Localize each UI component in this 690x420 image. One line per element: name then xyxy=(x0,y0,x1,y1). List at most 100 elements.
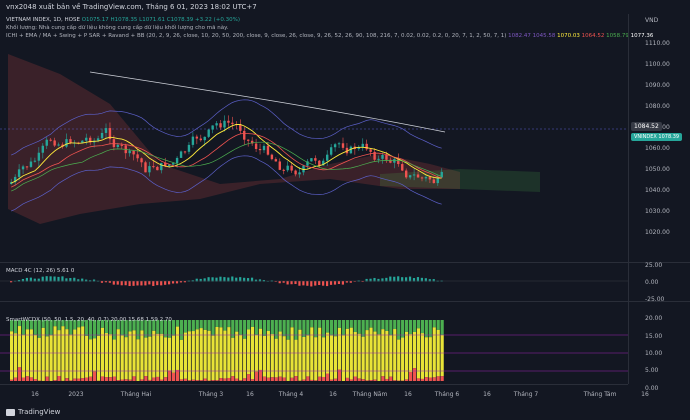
smart-bar-red xyxy=(171,372,176,381)
smart-bar-red xyxy=(57,376,61,381)
smart-bar-red xyxy=(45,376,49,381)
smart-bar-green xyxy=(21,320,26,335)
candle-body xyxy=(65,139,68,147)
candle-body xyxy=(175,157,179,164)
smart-bar-red xyxy=(420,378,424,381)
candle-body xyxy=(156,166,159,171)
candle-body xyxy=(61,144,64,147)
legend-symbol: VIETNAM INDEX, 1D, HOSE xyxy=(6,17,80,23)
smart-bar-green xyxy=(298,320,302,330)
smart-bar-yellow xyxy=(21,334,26,378)
candle-body xyxy=(420,177,424,179)
candle-body xyxy=(53,140,56,146)
candle-body xyxy=(401,164,404,171)
smart-bar-yellow xyxy=(424,337,428,378)
candle-body xyxy=(81,140,84,144)
footer-bar: TradingView xyxy=(0,406,690,420)
macd-tick: -25.00 xyxy=(645,296,665,303)
candle-body xyxy=(357,147,360,149)
legend-ohlc: O1075.17 H1078.35 L1071.61 C1078.39 +3.2… xyxy=(81,17,241,23)
price-scale[interactable]: VND 1110.001100.001090.001080.001070.001… xyxy=(628,14,690,392)
macd-bar xyxy=(33,278,36,282)
macd-legend: MACD 4C (12, 26) 5.61 0 xyxy=(6,268,75,274)
smart-bar-green xyxy=(262,320,266,336)
time-axis[interactable]: 16 2023 Tháng Hai Tháng 3 16 Tháng 4 16 Tháng N… xyxy=(0,384,649,406)
smart-bar-yellow xyxy=(298,329,302,381)
smart-bar-yellow xyxy=(116,329,120,381)
smart-bar-yellow xyxy=(29,329,33,378)
smart-bar-green xyxy=(112,320,116,340)
smart-bar-red xyxy=(128,379,132,381)
legend-volume-note: Khối lượng: Nhà cung cấp dữ liệu không c… xyxy=(6,25,229,31)
smart-bar-green xyxy=(49,320,53,336)
smart-bar-red xyxy=(73,378,77,381)
macd-bar xyxy=(341,281,344,285)
indicator-value-3: 1070.03 xyxy=(557,33,580,39)
last-price: 1078.39 xyxy=(658,134,680,140)
candle-body xyxy=(187,144,191,152)
smart-bar-green xyxy=(294,320,298,340)
smart-bar-red xyxy=(258,369,263,381)
candle-body xyxy=(100,132,104,139)
smart-bar-red xyxy=(33,379,37,381)
smart-bar-green xyxy=(385,320,389,331)
indicator-value-4: 1064.52 xyxy=(581,33,605,39)
candle-body xyxy=(13,176,17,183)
smart-bar-green xyxy=(318,320,322,328)
smart-bar-yellow xyxy=(100,327,105,377)
smart-bar-yellow xyxy=(282,336,286,378)
macd-bar xyxy=(100,281,104,283)
candle-body xyxy=(247,139,250,141)
macd-bar xyxy=(381,278,384,282)
candle-body xyxy=(33,160,37,162)
smart-bar-green xyxy=(231,320,235,338)
smart-tick: 20.00 xyxy=(645,315,663,322)
smart-bar-green xyxy=(187,320,191,332)
smart-bar-green xyxy=(416,320,421,329)
smart-bar-yellow xyxy=(310,327,314,380)
bollinger-lower xyxy=(11,155,442,212)
smart-bar-green xyxy=(274,320,278,339)
time-label: 16 xyxy=(483,391,491,398)
smart-bar-green xyxy=(199,320,203,329)
panel-separator-macd[interactable] xyxy=(0,262,690,263)
panel-separator-smart[interactable] xyxy=(0,301,690,302)
smart-bar-red xyxy=(389,376,393,381)
smart-bar-yellow xyxy=(45,336,49,377)
time-label: 2023 xyxy=(68,391,84,398)
smart-bar-yellow xyxy=(199,328,203,381)
candle-body xyxy=(140,158,143,163)
candle-body xyxy=(160,162,163,171)
smart-bar-yellow xyxy=(440,334,444,377)
candle-body xyxy=(310,158,313,162)
macd-bar xyxy=(164,281,167,285)
tradingview-logo[interactable]: TradingView xyxy=(6,408,60,416)
macd-bar xyxy=(183,281,186,283)
smart-bar-red xyxy=(13,377,18,381)
macd-bar xyxy=(306,281,309,286)
smart-bar-green xyxy=(223,320,227,331)
indicator-value-6: 1077.36 xyxy=(630,33,654,39)
smart-bar-red xyxy=(278,376,282,381)
smart-bar-yellow xyxy=(128,331,132,380)
smart-bar-red xyxy=(108,377,112,381)
smart-bar-yellow xyxy=(306,335,310,377)
smart-bar-red xyxy=(349,379,353,381)
smart-bar-yellow xyxy=(160,333,164,380)
chart-area[interactable]: VIETNAM INDEX, 1D, HOSE O1075.17 H1078.3… xyxy=(0,14,653,384)
price-chart-canvas[interactable] xyxy=(0,14,628,384)
price-tick: 1110.00 xyxy=(645,40,670,47)
candle-body xyxy=(286,165,289,171)
smart-bar-yellow xyxy=(266,330,270,378)
smart-bar-yellow xyxy=(286,339,290,381)
macd-bar xyxy=(397,276,400,282)
smart-bar-green xyxy=(100,320,105,328)
smart-bar-yellow xyxy=(81,326,85,379)
smart-bar-yellow xyxy=(203,329,207,379)
publisher-bar: vnx2048 xuất bản về TradingView.com, Thá… xyxy=(0,0,690,14)
candle-body xyxy=(203,136,206,141)
smart-bar-red xyxy=(183,378,187,381)
macd-bar xyxy=(420,277,423,282)
candle-body xyxy=(440,171,443,178)
macd-bar xyxy=(310,281,313,287)
